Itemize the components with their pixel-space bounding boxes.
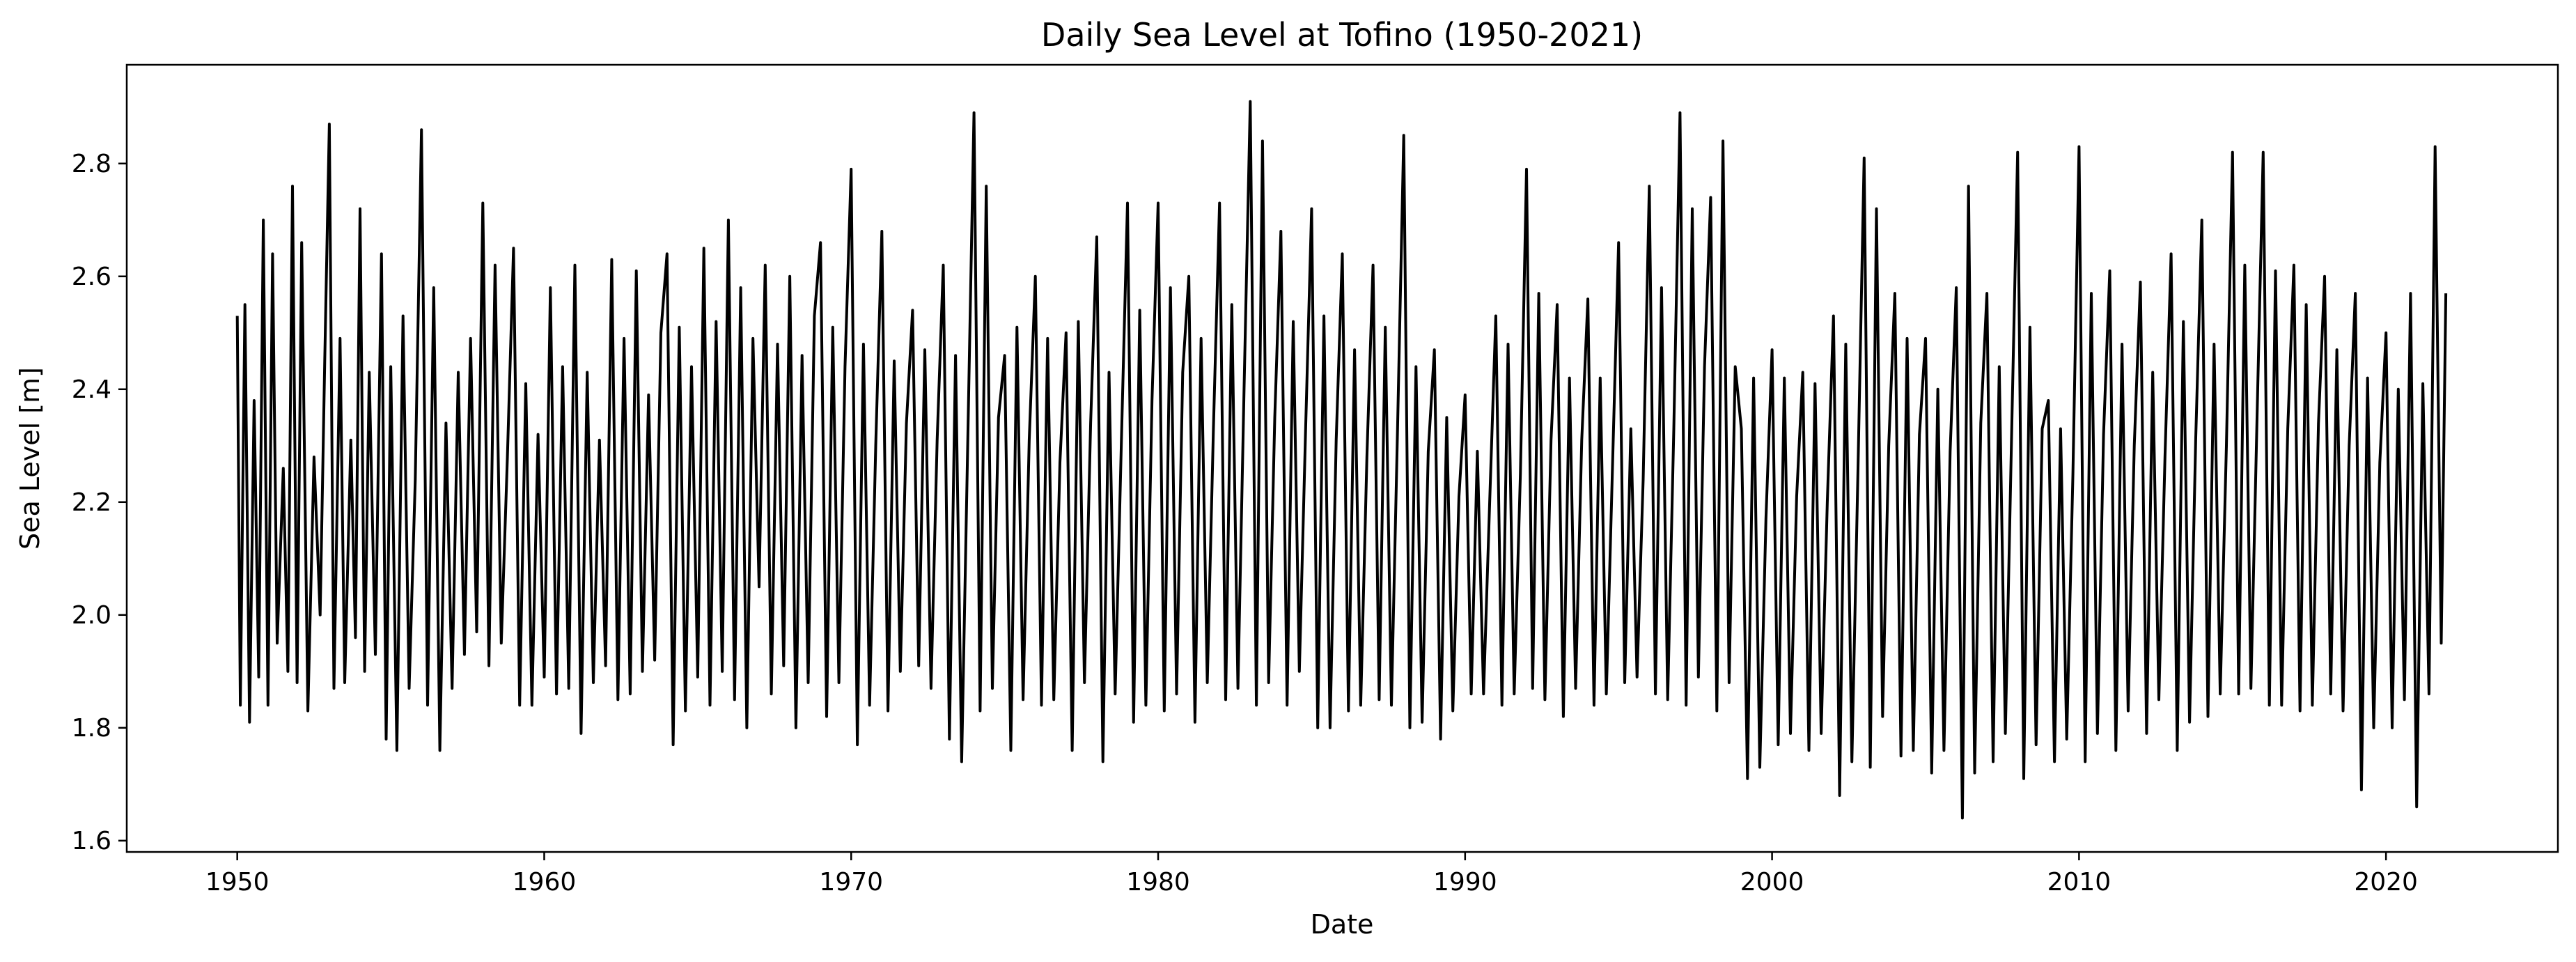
x-axis-label: Date <box>1311 909 1374 940</box>
y-tick-label: 2.0 <box>72 601 111 630</box>
y-tick-label: 2.8 <box>72 150 111 178</box>
x-tick-label: 1950 <box>205 868 270 897</box>
x-tick-label: 1980 <box>1126 868 1190 897</box>
y-axis: 1.6 1.8 2.0 2.2 2.4 2.6 2.8 <box>72 150 127 855</box>
y-axis-label: Sea Level [m] <box>15 367 45 550</box>
series-line-0 <box>235 100 2448 820</box>
x-tick-label: 2020 <box>2354 868 2418 897</box>
x-tick-label: 1960 <box>513 868 577 897</box>
y-tick-label: 2.6 <box>72 263 111 291</box>
chart-title: Daily Sea Level at Tofino (1950-2021) <box>1041 16 1643 54</box>
plot-area <box>235 100 2448 820</box>
y-tick-label: 1.8 <box>72 714 111 743</box>
y-tick-label: 1.6 <box>72 827 111 855</box>
x-tick-label: 2000 <box>1740 868 1804 897</box>
plot-frame <box>125 63 2559 853</box>
x-tick-label: 2010 <box>2047 868 2111 897</box>
x-axis: 1950 1960 1970 1980 1990 2000 2010 2020 <box>205 852 2418 897</box>
x-tick-label: 1970 <box>819 868 883 897</box>
y-tick-label: 2.2 <box>72 488 111 517</box>
x-tick-label: 1990 <box>1433 868 1497 897</box>
y-tick-label: 2.4 <box>72 375 111 404</box>
